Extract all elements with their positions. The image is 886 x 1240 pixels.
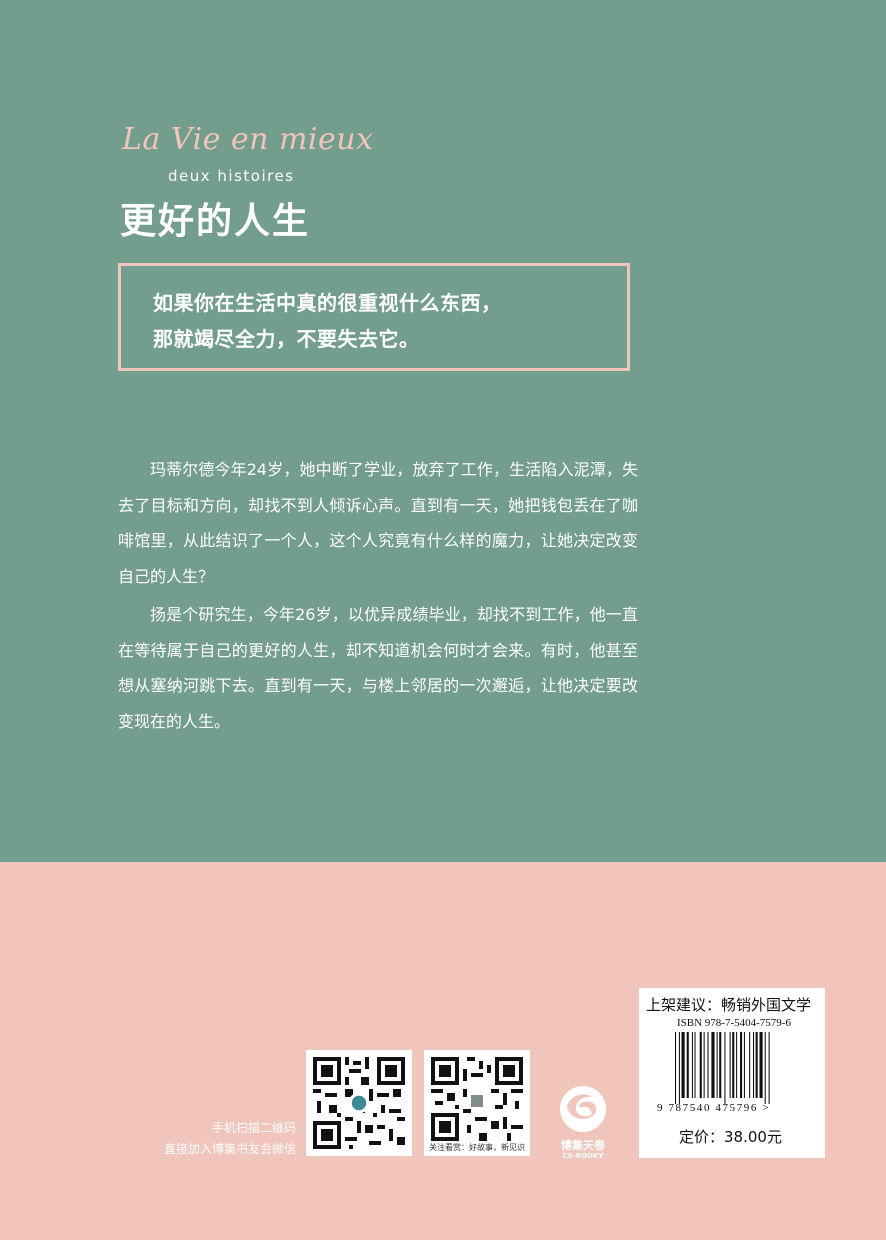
qr-code-book-club xyxy=(306,1050,412,1156)
quote-line-1: 如果你在生活中真的很重视什么东西， xyxy=(153,291,502,315)
script-title: La Vie en mieux xyxy=(122,122,374,157)
shelf-suggestion: 上架建议：畅销外国文学 xyxy=(646,996,812,1014)
publisher-name: 博集天卷 xyxy=(561,1139,605,1152)
barcode-box: 上架建议：畅销外国文学 ISBN 978-7-5404-7579-6 9 787… xyxy=(639,988,825,1158)
barcode-digits: 9 787540 475796 > xyxy=(657,1102,771,1114)
qr-code-icon xyxy=(313,1057,405,1149)
qr-code-icon xyxy=(431,1057,523,1141)
publisher-logo: 博集天卷 CS-BOOKY xyxy=(553,1082,613,1162)
scan-instruction-line-1: 手机扫描二维码 xyxy=(211,1121,296,1135)
blurb-paragraph-2: 扬是个研究生，今年26岁，以优异成绩毕业，却找不到工作，他一直在等待属于自己的更… xyxy=(118,605,638,731)
publisher-swirl-icon xyxy=(560,1086,606,1132)
qr-caption: 关注看赏：好故事，新见识 xyxy=(429,1143,525,1152)
french-subtitle: deux histoires xyxy=(168,167,295,185)
price: 定价：38.00元 xyxy=(679,1128,782,1146)
quote-box: 如果你在生活中真的很重视什么东西， 那就竭尽全力，不要失去它。 xyxy=(118,263,630,371)
scan-instruction-line-2: 直接加入博集书友会微信 xyxy=(163,1142,296,1156)
blurb-paragraph-1: 玛蒂尔德今年24岁，她中断了学业，放弃了工作，生活陷入泥潭，失去了目标和方向，却… xyxy=(118,460,638,586)
cover-green-panel: La Vie en mieux deux histoires 更好的人生 如果你… xyxy=(0,0,886,862)
publisher-sub: CS-BOOKY xyxy=(562,1152,604,1160)
quote-line-2: 那就竭尽全力，不要失去它。 xyxy=(153,327,420,351)
qr-code-wechat: 关注看赏：好故事，新见识 xyxy=(424,1050,530,1156)
isbn-text: ISBN 978-7-5404-7579-6 xyxy=(677,1017,791,1029)
chinese-title: 更好的人生 xyxy=(120,200,311,242)
barcode-icon xyxy=(675,1032,770,1104)
